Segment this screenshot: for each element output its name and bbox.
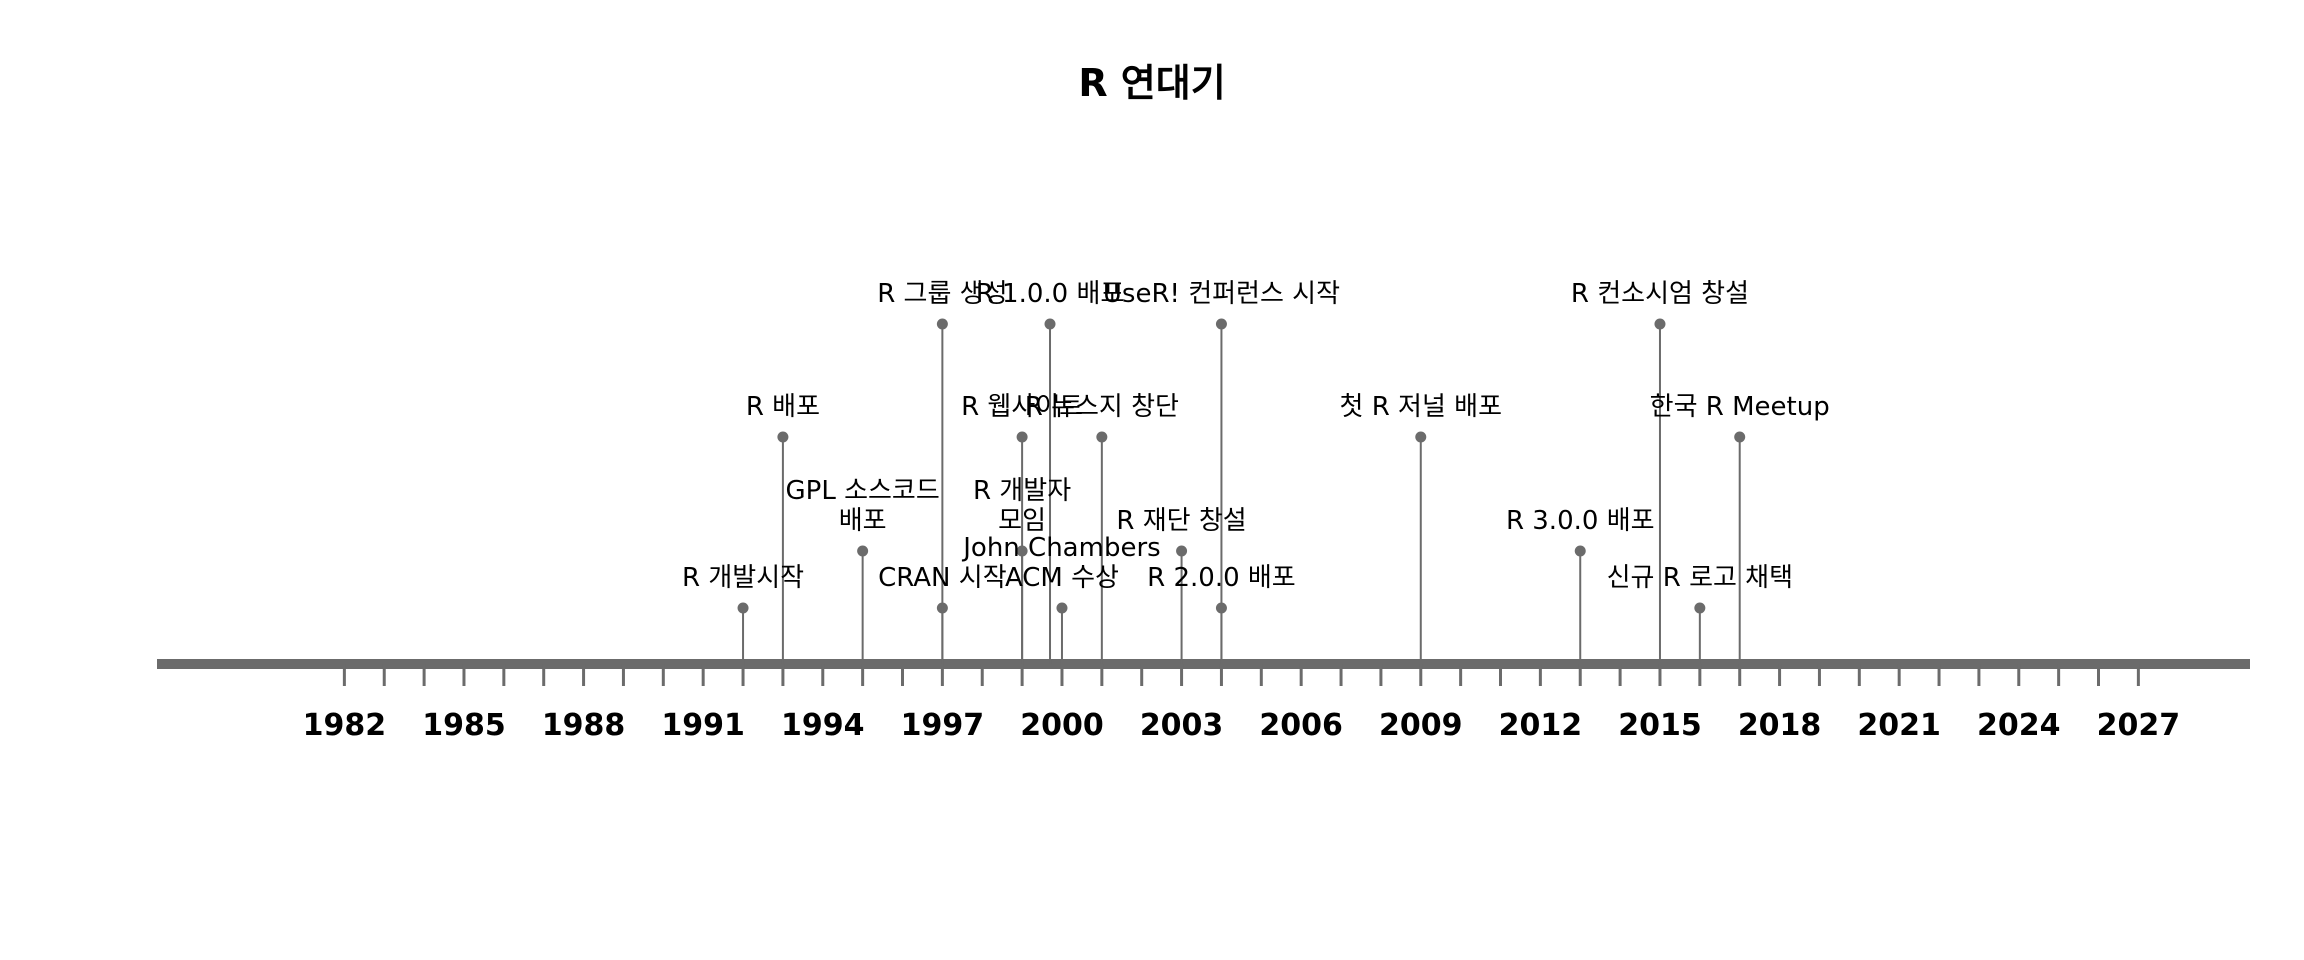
event-label: R 개발자 모임 xyxy=(973,476,1071,536)
event-label: 첫 R 저널 배포 xyxy=(1340,392,1502,422)
event-point xyxy=(1654,318,1666,330)
year-tick-label: 1997 xyxy=(901,708,985,743)
event-point xyxy=(1415,431,1427,443)
event-label: R 개발시작 xyxy=(682,563,804,593)
timeline-axis-layer: 1982 1985 1988 1991 1994 1997 2000 2003 2006 2009… xyxy=(157,659,2250,743)
event-label-line: ACM 수상 xyxy=(1005,563,1119,593)
event-label-line: GPL 소스코드 xyxy=(786,476,940,506)
year-tick-label: 2006 xyxy=(1259,708,1343,743)
event-label-line: R 컨소시엄 창설 xyxy=(1571,279,1749,309)
event-point xyxy=(1215,318,1227,330)
year-tick-label: 2003 xyxy=(1140,708,1224,743)
event-label: 신규 R 로고 채택 xyxy=(1607,563,1793,593)
event-label-line: 신규 R 로고 채택 xyxy=(1607,563,1793,593)
event-point xyxy=(1694,602,1706,614)
event-label-line: R 3.0.0 배포 xyxy=(1506,506,1655,536)
year-tick-label: 2000 xyxy=(1020,708,1104,743)
event-label-line: R 개발시작 xyxy=(682,563,804,593)
event-label-line: R 재단 창설 xyxy=(1116,506,1246,536)
event-label-line: John Chambers xyxy=(961,533,1160,563)
event-point xyxy=(936,318,948,330)
event-label-line: UseR! 컨퍼런스 시작 xyxy=(1103,279,1340,309)
year-tick-label: 1988 xyxy=(542,708,626,743)
event-point xyxy=(1044,318,1056,330)
year-tick-label: 2021 xyxy=(1857,708,1941,743)
event-label: R 배포 xyxy=(746,392,820,422)
event-point xyxy=(1056,602,1068,614)
year-tick-label: 1991 xyxy=(661,708,745,743)
event-label: UseR! 컨퍼런스 시작 xyxy=(1103,279,1340,309)
event-label: John Chambers ACM 수상 xyxy=(961,533,1160,593)
event-label-line: 배포 xyxy=(839,506,887,536)
event-point xyxy=(1096,431,1108,443)
event-label-line: R 2.0.0 배포 xyxy=(1147,563,1296,593)
event-label-line: R 개발자 xyxy=(973,476,1071,506)
event-label: R 뉴스지 창단 xyxy=(1025,392,1179,422)
event-label-line: R 1.0.0 배포 xyxy=(976,279,1125,309)
event-point xyxy=(857,545,869,557)
event-label-line: 한국 R Meetup xyxy=(1650,392,1830,422)
event-label-line: 모임 xyxy=(998,506,1046,536)
event-label-line: R 배포 xyxy=(746,392,820,422)
year-tick-label: 1982 xyxy=(303,708,387,743)
event-label-line: R 그룹 생성 xyxy=(877,279,1007,309)
event-label: R 2.0.0 배포 xyxy=(1147,563,1296,593)
year-tick-label: 2027 xyxy=(2097,708,2181,743)
event-label: R 1.0.0 배포 xyxy=(976,279,1125,309)
year-tick-label: 2015 xyxy=(1618,708,1702,743)
event-point xyxy=(777,431,789,443)
event-stems-layer xyxy=(737,318,1746,664)
event-label: CRAN 시작 xyxy=(878,563,1007,593)
year-tick-label: 1985 xyxy=(422,708,506,743)
event-label-line: 첫 R 저널 배포 xyxy=(1340,392,1502,422)
event-label: R 그룹 생성 xyxy=(877,279,1007,309)
year-tick-label: 2018 xyxy=(1738,708,1822,743)
year-tick-label: 2012 xyxy=(1499,708,1583,743)
event-label: R 재단 창설 xyxy=(1116,506,1246,536)
event-labels-layer: R 개발시작 R 배포 GPL 소스코드 배포 CRAN 시작 R 그룹 생성 R 웹사이트… xyxy=(682,279,1830,593)
year-tick-label: 2009 xyxy=(1379,708,1463,743)
event-point xyxy=(1016,545,1028,557)
event-label: GPL 소스코드 배포 xyxy=(786,476,940,536)
event-point xyxy=(1176,545,1188,557)
chart-title: R 연대기 xyxy=(1078,61,1226,105)
event-label: R 3.0.0 배포 xyxy=(1506,506,1655,536)
event-label-line: R 웹사이트 xyxy=(961,392,1083,422)
event-point xyxy=(1215,602,1227,614)
event-label: R 웹사이트 xyxy=(961,392,1083,422)
year-tick-label: 2024 xyxy=(1977,708,2061,743)
event-label-line: CRAN 시작 xyxy=(878,563,1007,593)
event-label: R 컨소시엄 창설 xyxy=(1571,279,1749,309)
event-label: 한국 R Meetup xyxy=(1650,392,1830,422)
year-tick-label: 1994 xyxy=(781,708,865,743)
event-point xyxy=(737,602,749,614)
event-label-line: R 뉴스지 창단 xyxy=(1025,392,1179,422)
event-point xyxy=(1734,431,1746,443)
event-point xyxy=(1574,545,1586,557)
event-point xyxy=(1016,431,1028,443)
